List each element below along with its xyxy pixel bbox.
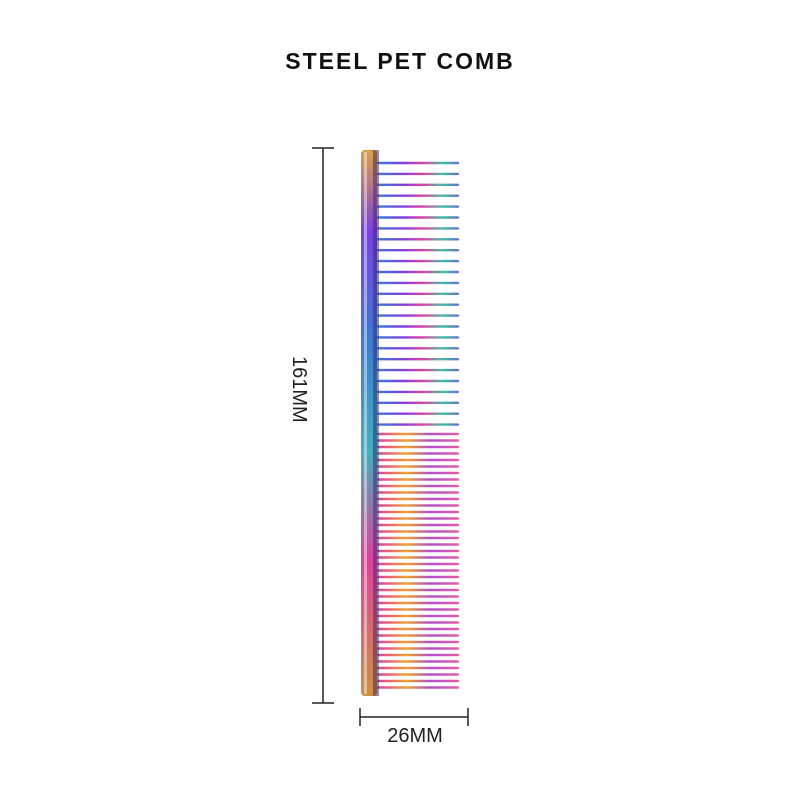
comb-teeth [376,161,460,689]
comb-spine [361,150,379,696]
width-dimension-line [359,708,469,726]
height-dimension-line [312,147,334,704]
width-dimension-label: 26MM [387,725,443,747]
page-title: STEEL PET COMB [285,48,515,74]
height-dimension-label: 161MM [288,356,310,423]
